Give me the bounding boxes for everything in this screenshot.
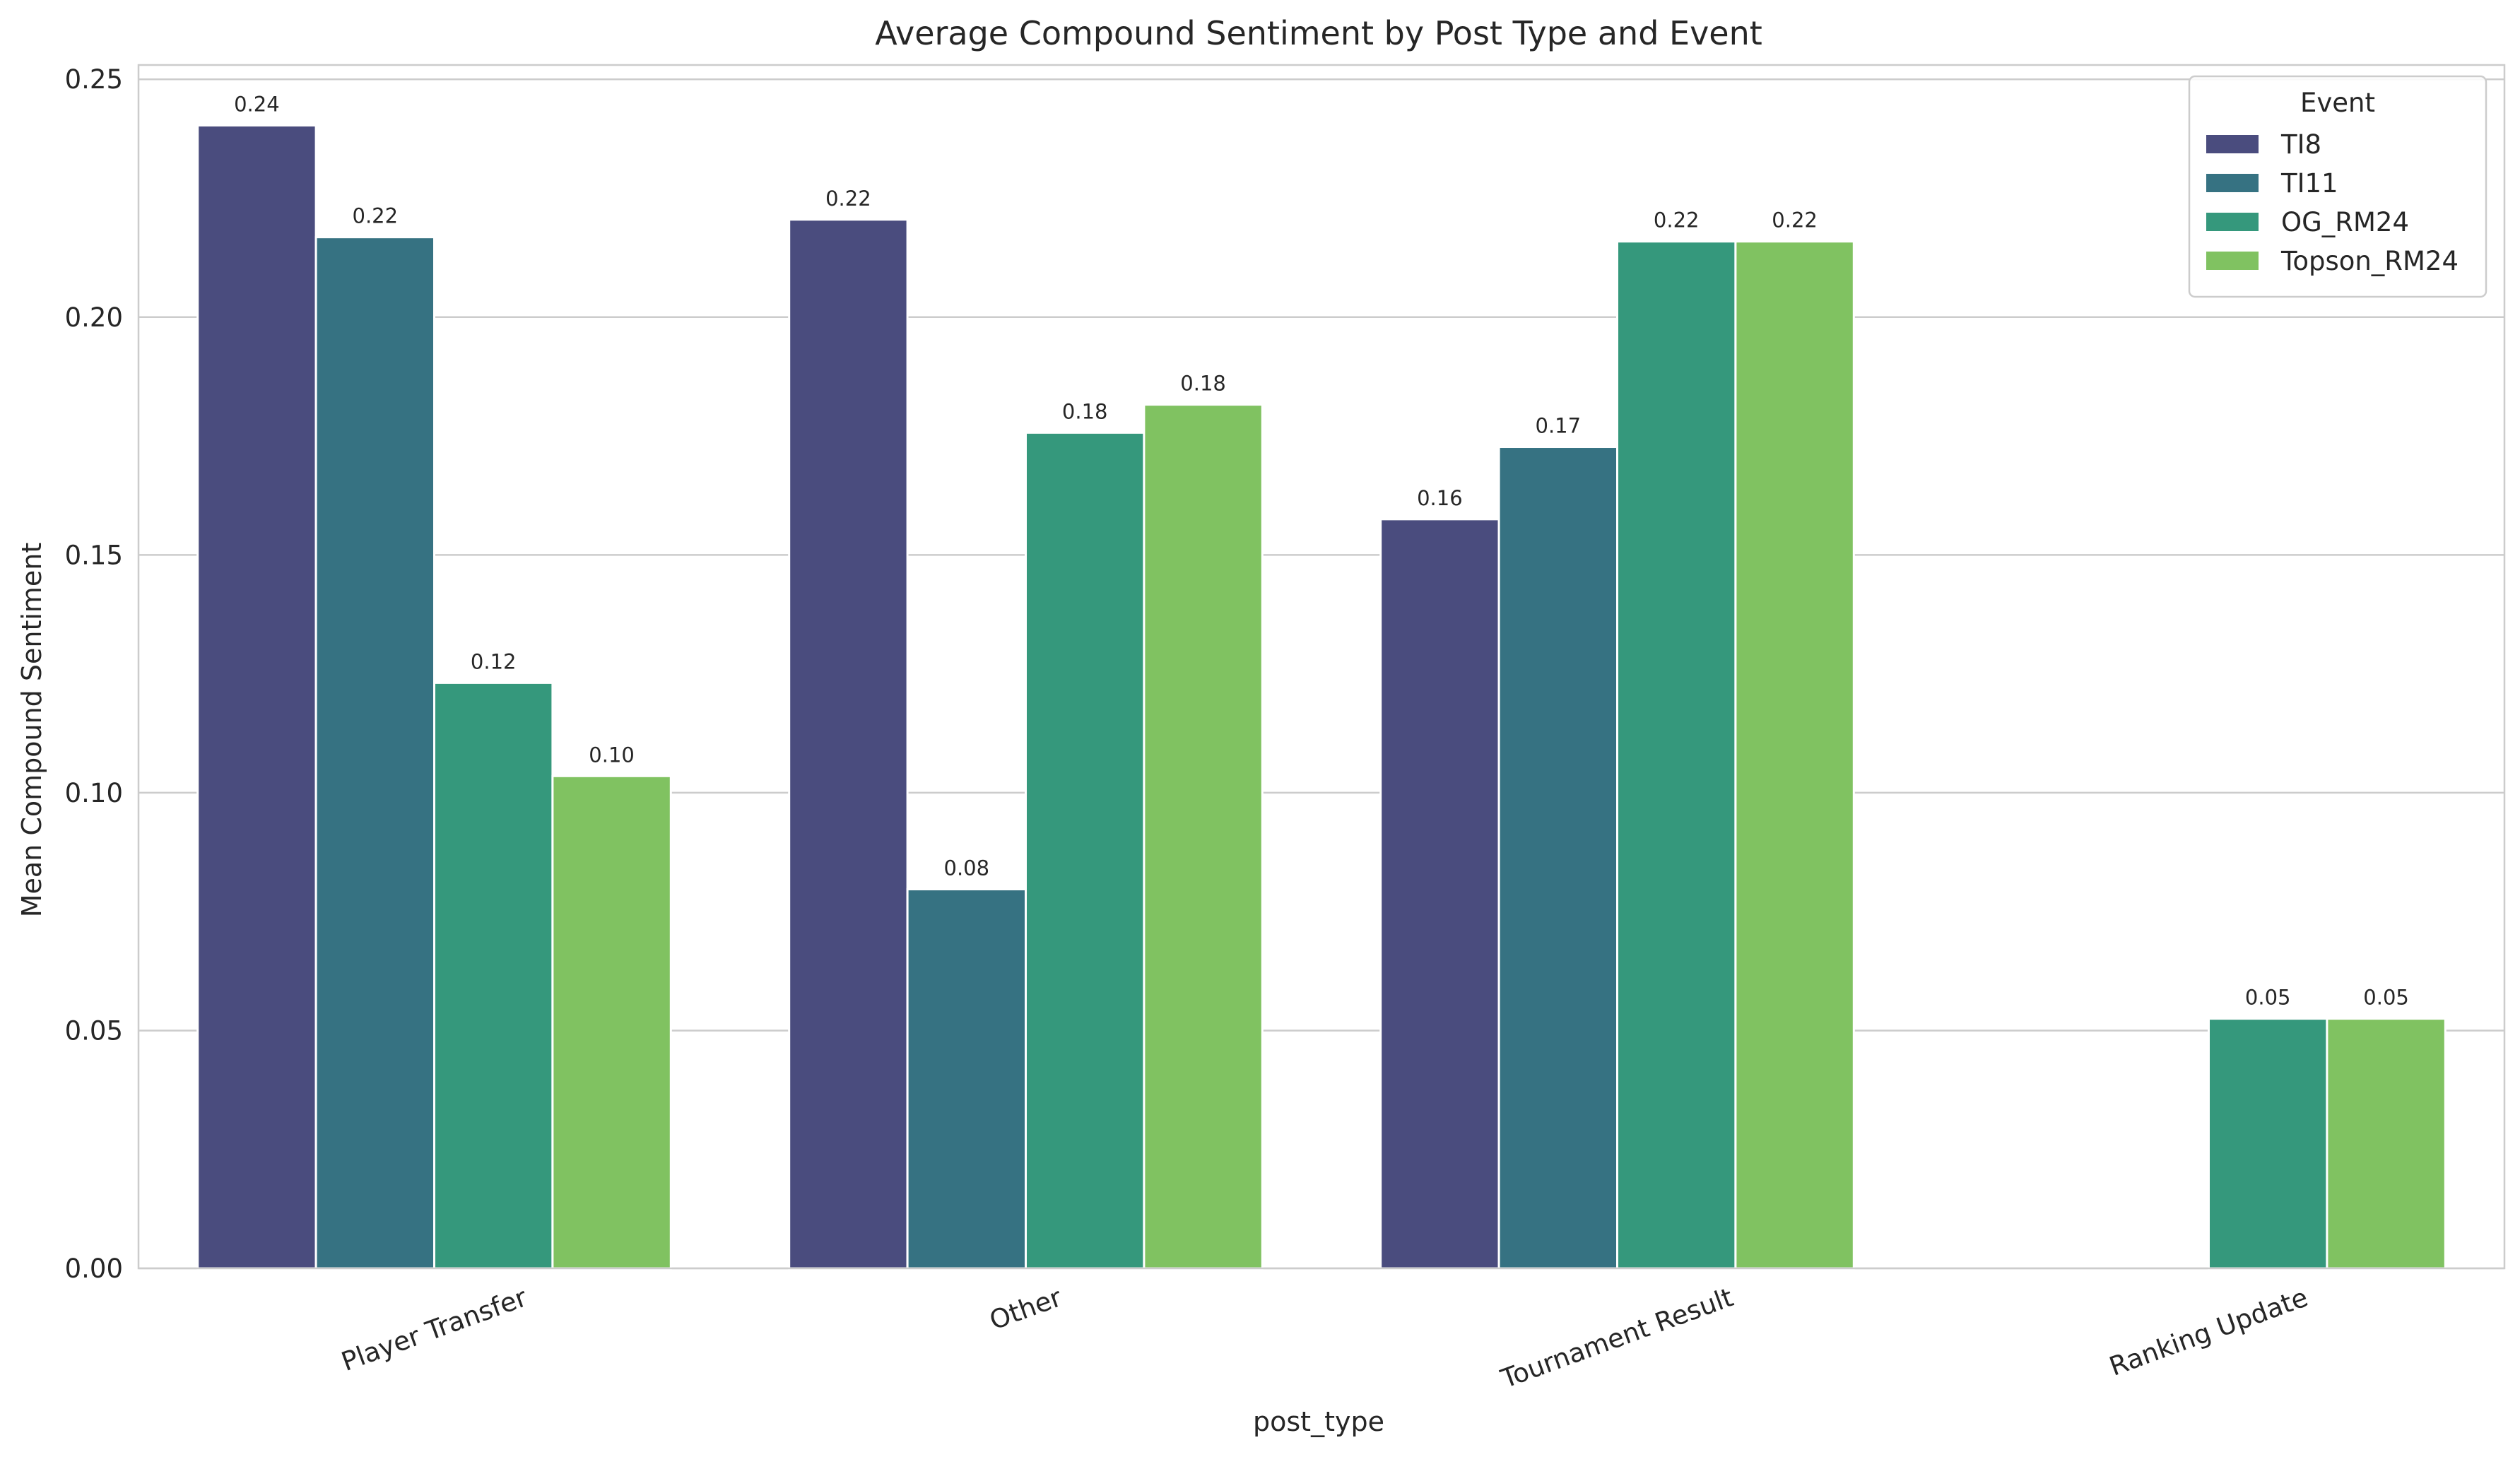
bar-topson-rm24-ranking-update xyxy=(2326,1017,2447,1270)
bar-value-label: 0.22 xyxy=(353,204,399,228)
bar-value-label: 0.18 xyxy=(1180,372,1226,396)
bar-og-rm24-player-transfer xyxy=(433,681,554,1270)
legend-swatch xyxy=(2206,252,2259,270)
y-tick-label: 0.15 xyxy=(65,540,123,570)
legend-swatch xyxy=(2206,174,2259,192)
bar-value-label: 0.22 xyxy=(1772,208,1818,232)
bar-og-rm24-other xyxy=(1025,431,1146,1270)
y-tick-label: 0.10 xyxy=(65,778,123,808)
legend-swatch xyxy=(2206,213,2259,231)
plot-frame xyxy=(137,64,2506,1270)
bar-value-label: 0.16 xyxy=(1417,486,1463,510)
bar-value-labels: 0.24 0.22 0.12 0.10 0.22 0.08 0.18 0.18 0.16 0.17… xyxy=(234,92,2409,1009)
bar-value-label: 0.22 xyxy=(1654,208,1700,232)
legend-label: TI8 xyxy=(2280,129,2321,160)
bar-value-label: 0.10 xyxy=(589,743,635,767)
y-tick-label: 0.25 xyxy=(65,64,123,95)
bar-ti11-tournament-result xyxy=(1497,446,1619,1270)
y-tick-label: 0.00 xyxy=(65,1254,123,1284)
bar-topson-rm24-player-transfer xyxy=(551,774,672,1270)
bars xyxy=(196,124,2447,1270)
bar-value-label: 0.12 xyxy=(471,649,517,673)
legend: Event TI8 TI11 OG_RM24 Topson_RM24 xyxy=(2188,75,2487,298)
x-axis-label: post_type xyxy=(1253,1406,1384,1437)
bar-value-label: 0.05 xyxy=(2363,986,2409,1010)
bar-ti11-player-transfer xyxy=(314,236,435,1270)
bar-value-label: 0.08 xyxy=(944,856,990,880)
legend-label: OG_RM24 xyxy=(2281,207,2409,237)
bar-ti8-player-transfer xyxy=(196,124,317,1270)
bar-og-rm24-tournament-result xyxy=(1616,240,1737,1270)
bar-og-rm24-ranking-update xyxy=(2208,1017,2328,1270)
bar-topson-rm24-tournament-result xyxy=(1734,240,1855,1270)
legend-swatch xyxy=(2206,135,2259,153)
legend-label: Topson_RM24 xyxy=(2280,246,2459,276)
bar-value-label: 0.24 xyxy=(234,92,280,116)
chart-title: Average Compound Sentiment by Post Type … xyxy=(875,14,1762,52)
bar-ti11-other xyxy=(906,888,1027,1270)
bar-value-label: 0.22 xyxy=(825,187,871,211)
legend-label: TI11 xyxy=(2280,168,2338,199)
bar-ti8-tournament-result xyxy=(1379,518,1500,1270)
y-tick-label: 0.05 xyxy=(65,1015,123,1046)
legend-title: Event xyxy=(2300,88,2375,118)
bar-ti8-other xyxy=(788,218,909,1270)
y-tick-label: 0.20 xyxy=(65,302,123,333)
y-tick-labels: 0.00 0.05 0.10 0.15 0.20 0.25 xyxy=(65,64,123,1284)
legend-items: TI8 TI11 OG_RM24 Topson_RM24 xyxy=(2206,129,2459,276)
bar-value-label: 0.18 xyxy=(1062,399,1108,423)
bar-value-label: 0.05 xyxy=(2245,986,2291,1010)
legend-box xyxy=(2188,75,2487,298)
bar-topson-rm24-other xyxy=(1143,403,1264,1270)
bar-value-label: 0.17 xyxy=(1536,414,1582,438)
y-axis-label: Mean Compound Sentiment xyxy=(16,543,47,918)
